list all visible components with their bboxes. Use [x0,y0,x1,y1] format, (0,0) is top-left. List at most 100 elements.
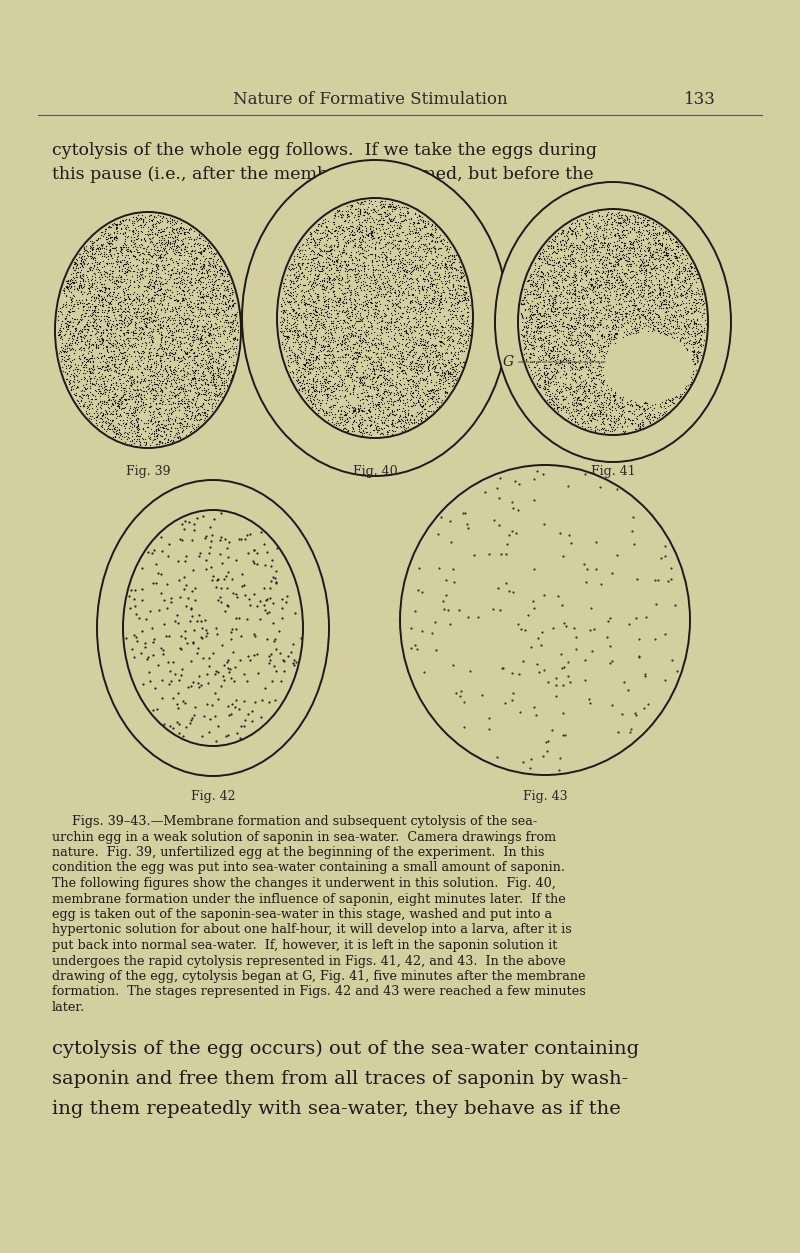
Point [320,231,333,251]
Point [80,350,93,370]
Point [280,321,293,341]
Point [165,397,178,417]
Point [358,322,370,342]
Point [174,217,186,237]
Point [194,328,207,348]
Point [269,629,282,649]
Text: nature.  Fig. 39, unfertilized egg at the beginning of the experiment.  In this: nature. Fig. 39, unfertilized egg at the… [52,846,545,860]
Point [121,350,134,370]
Point [621,309,634,330]
Point [597,422,610,442]
Point [611,320,624,340]
Point [609,226,622,246]
Point [161,212,174,232]
Point [138,281,150,301]
Point [280,299,293,320]
Point [550,286,562,306]
Point [597,298,610,318]
Point [332,312,345,332]
Point [182,252,195,272]
Point [613,276,626,296]
Point [527,337,540,357]
Point [360,308,373,328]
Point [643,309,656,330]
Point [554,358,567,378]
Point [602,336,614,356]
Point [695,284,708,304]
Point [556,397,569,417]
Point [632,398,645,419]
Point [517,331,530,351]
Point [586,382,598,402]
Point [158,236,171,256]
Point [287,272,300,292]
Point [103,323,116,343]
Point [99,412,112,432]
Point [113,422,126,442]
Point [442,315,454,335]
Point [286,336,299,356]
Point [542,391,555,411]
Point [420,243,433,263]
Point [438,368,451,388]
Point [291,253,304,273]
Point [572,387,585,407]
Point [60,351,73,371]
Point [589,386,602,406]
Point [660,222,673,242]
Point [315,375,328,395]
Point [595,325,608,345]
Point [581,365,594,385]
Point [399,419,412,439]
Point [411,335,424,355]
Point [372,304,385,325]
Point [359,417,372,437]
Point [64,352,77,372]
Point [63,341,76,361]
Point [293,247,306,267]
Point [573,301,586,321]
Point [392,279,405,299]
Point [354,236,366,256]
Point [317,313,330,333]
Text: G: G [503,355,514,368]
Point [557,277,570,297]
Point [360,241,373,261]
Point [423,315,436,335]
Point [522,332,534,352]
Point [522,317,534,337]
Point [82,274,95,294]
Point [426,623,439,643]
Point [681,269,694,289]
Point [103,233,116,253]
Point [325,327,338,347]
Point [77,375,90,395]
Point [659,251,672,271]
Point [179,237,192,257]
Point [333,376,346,396]
Point [418,258,430,278]
Point [387,325,400,345]
Point [82,293,94,313]
Point [572,262,585,282]
Point [422,214,434,234]
Point [566,358,578,378]
Point [94,396,107,416]
Point [73,247,86,267]
Point [602,330,615,350]
Point [574,401,587,421]
Point [247,540,260,560]
Point [149,256,162,276]
Point [174,351,187,371]
Point [567,277,580,297]
Point [110,217,123,237]
Point [342,209,355,229]
Point [317,331,330,351]
Point [220,307,233,327]
Point [409,287,422,307]
Point [190,277,203,297]
Point [177,289,190,309]
Point [658,222,671,242]
Point [544,306,557,326]
Point [679,317,692,337]
